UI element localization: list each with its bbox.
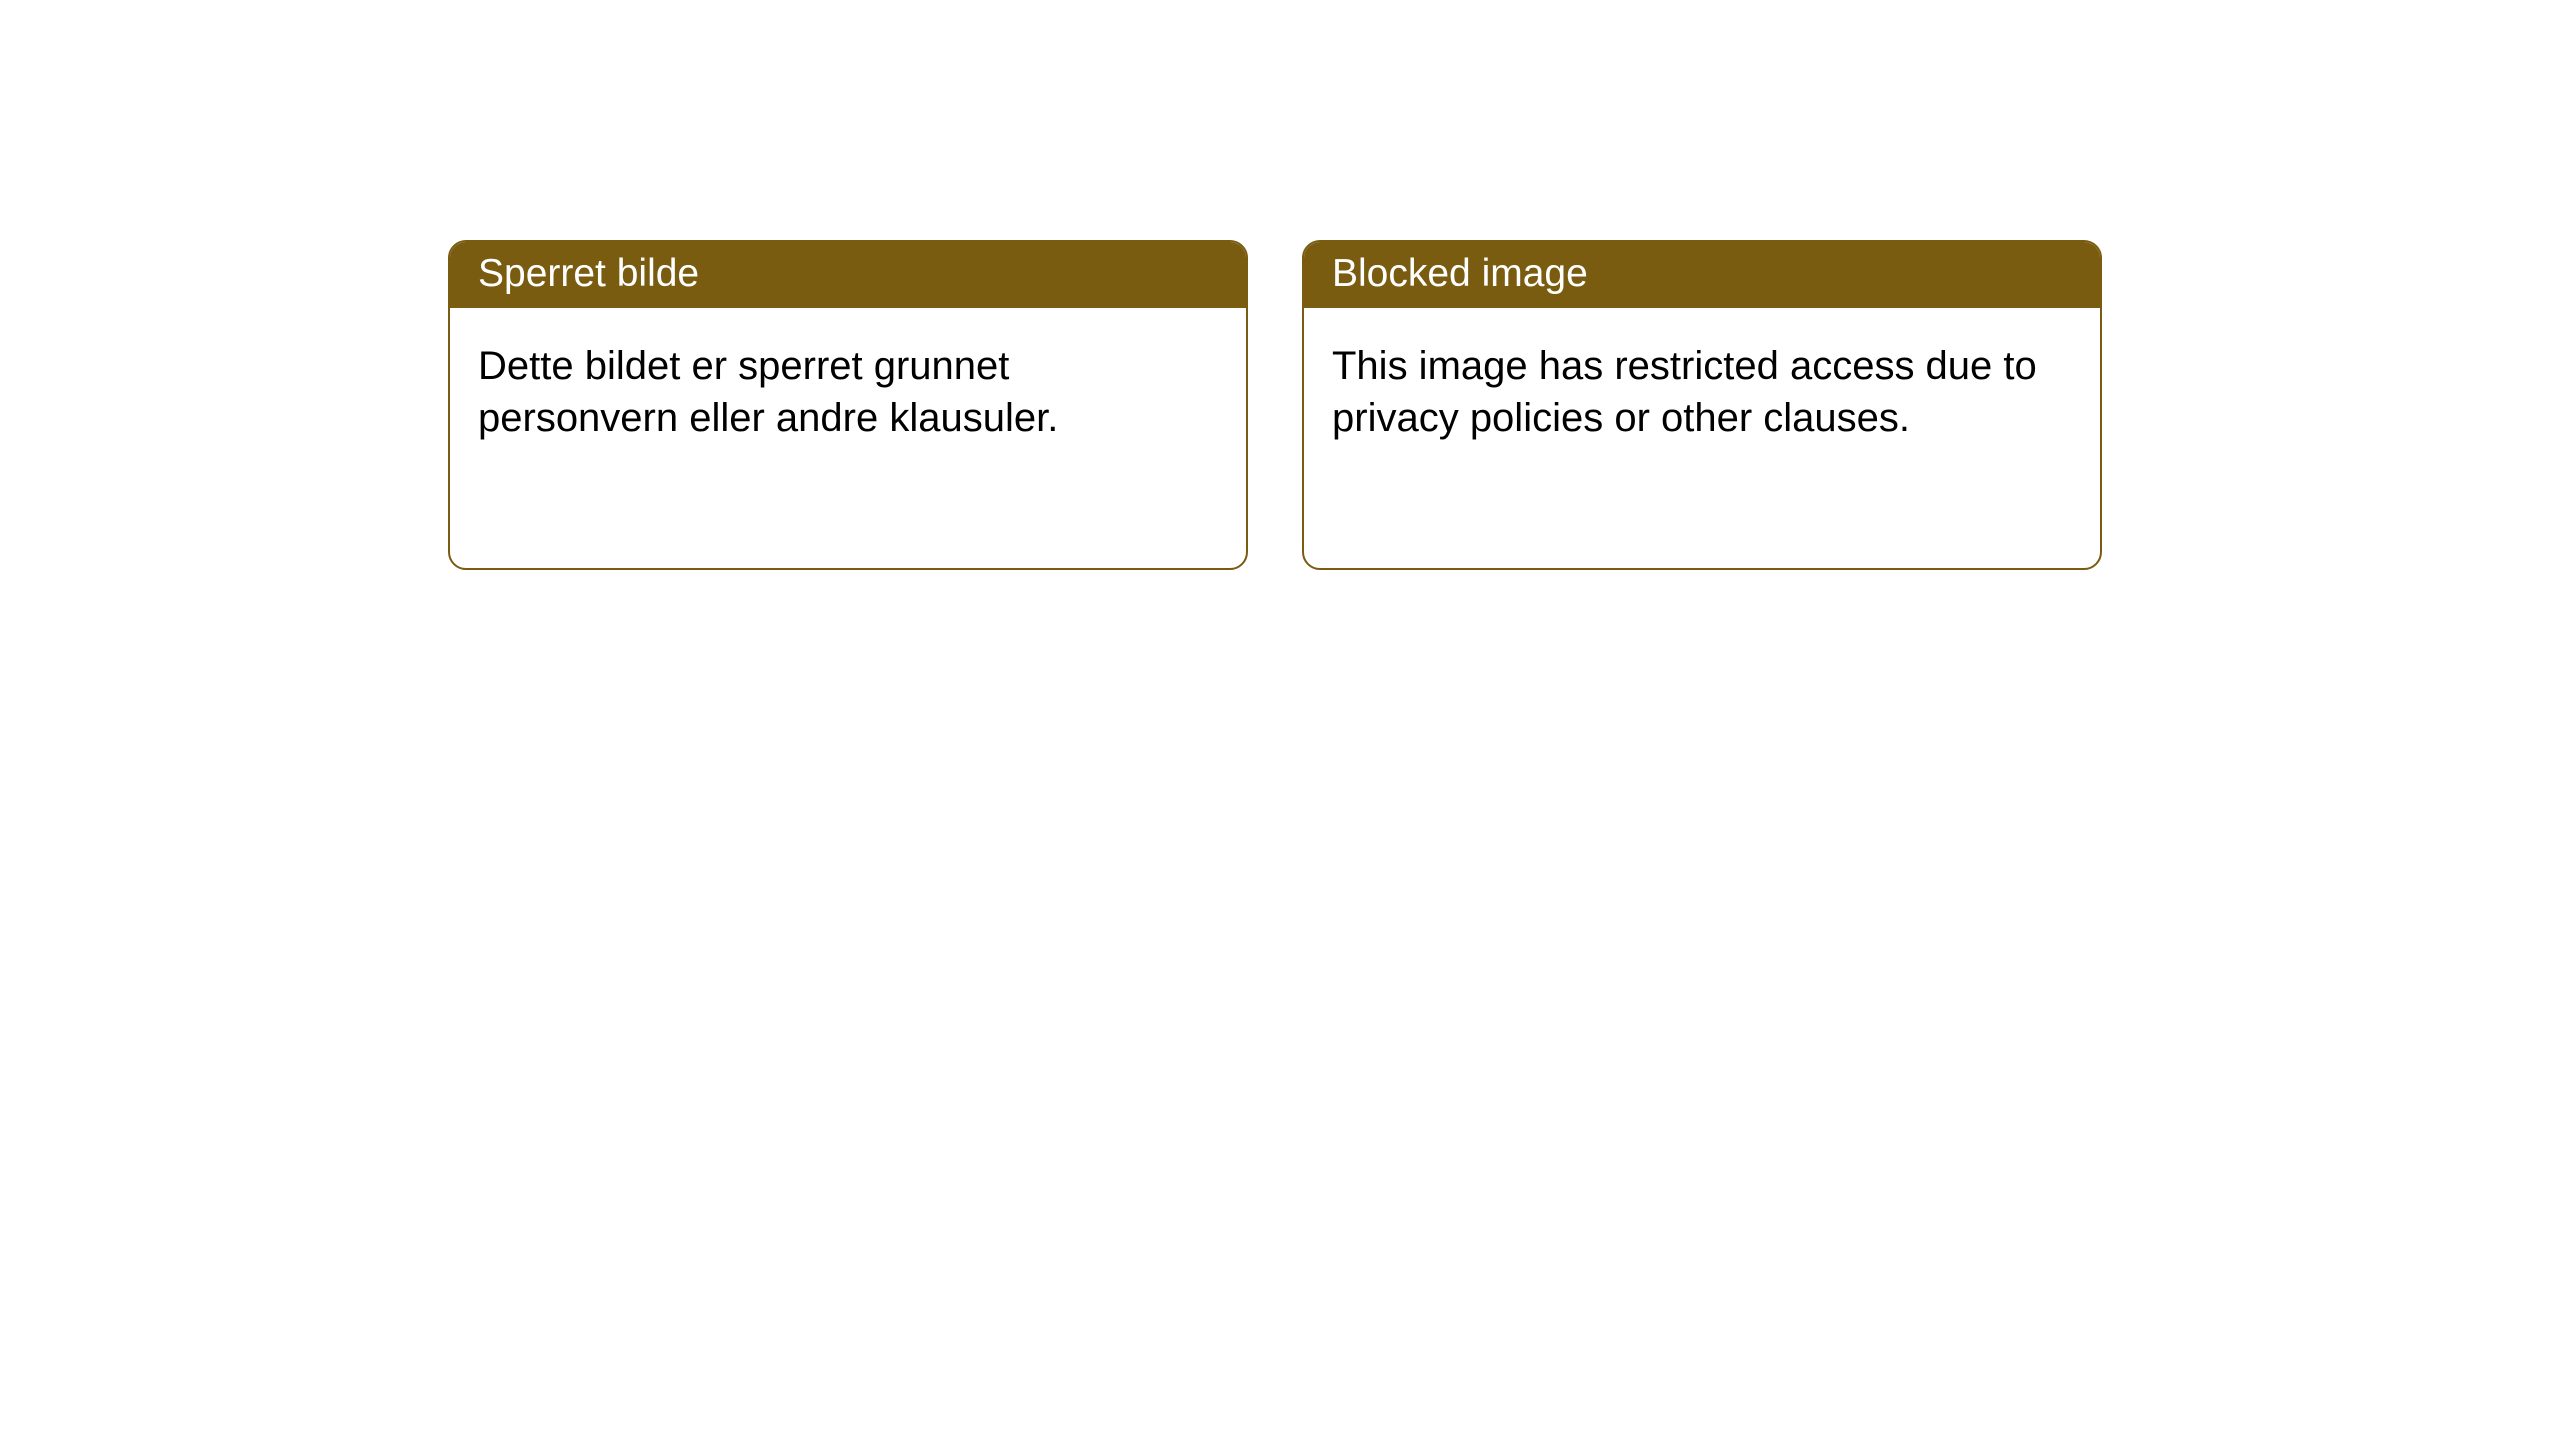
notice-header-en: Blocked image (1304, 242, 2100, 308)
notice-body-no: Dette bildet er sperret grunnet personve… (450, 308, 1246, 476)
notice-body-en: This image has restricted access due to … (1304, 308, 2100, 476)
notice-card-en: Blocked image This image has restricted … (1302, 240, 2102, 570)
notice-card-no: Sperret bilde Dette bildet er sperret gr… (448, 240, 1248, 570)
notice-container: Sperret bilde Dette bildet er sperret gr… (0, 0, 2560, 570)
notice-header-no: Sperret bilde (450, 242, 1246, 308)
